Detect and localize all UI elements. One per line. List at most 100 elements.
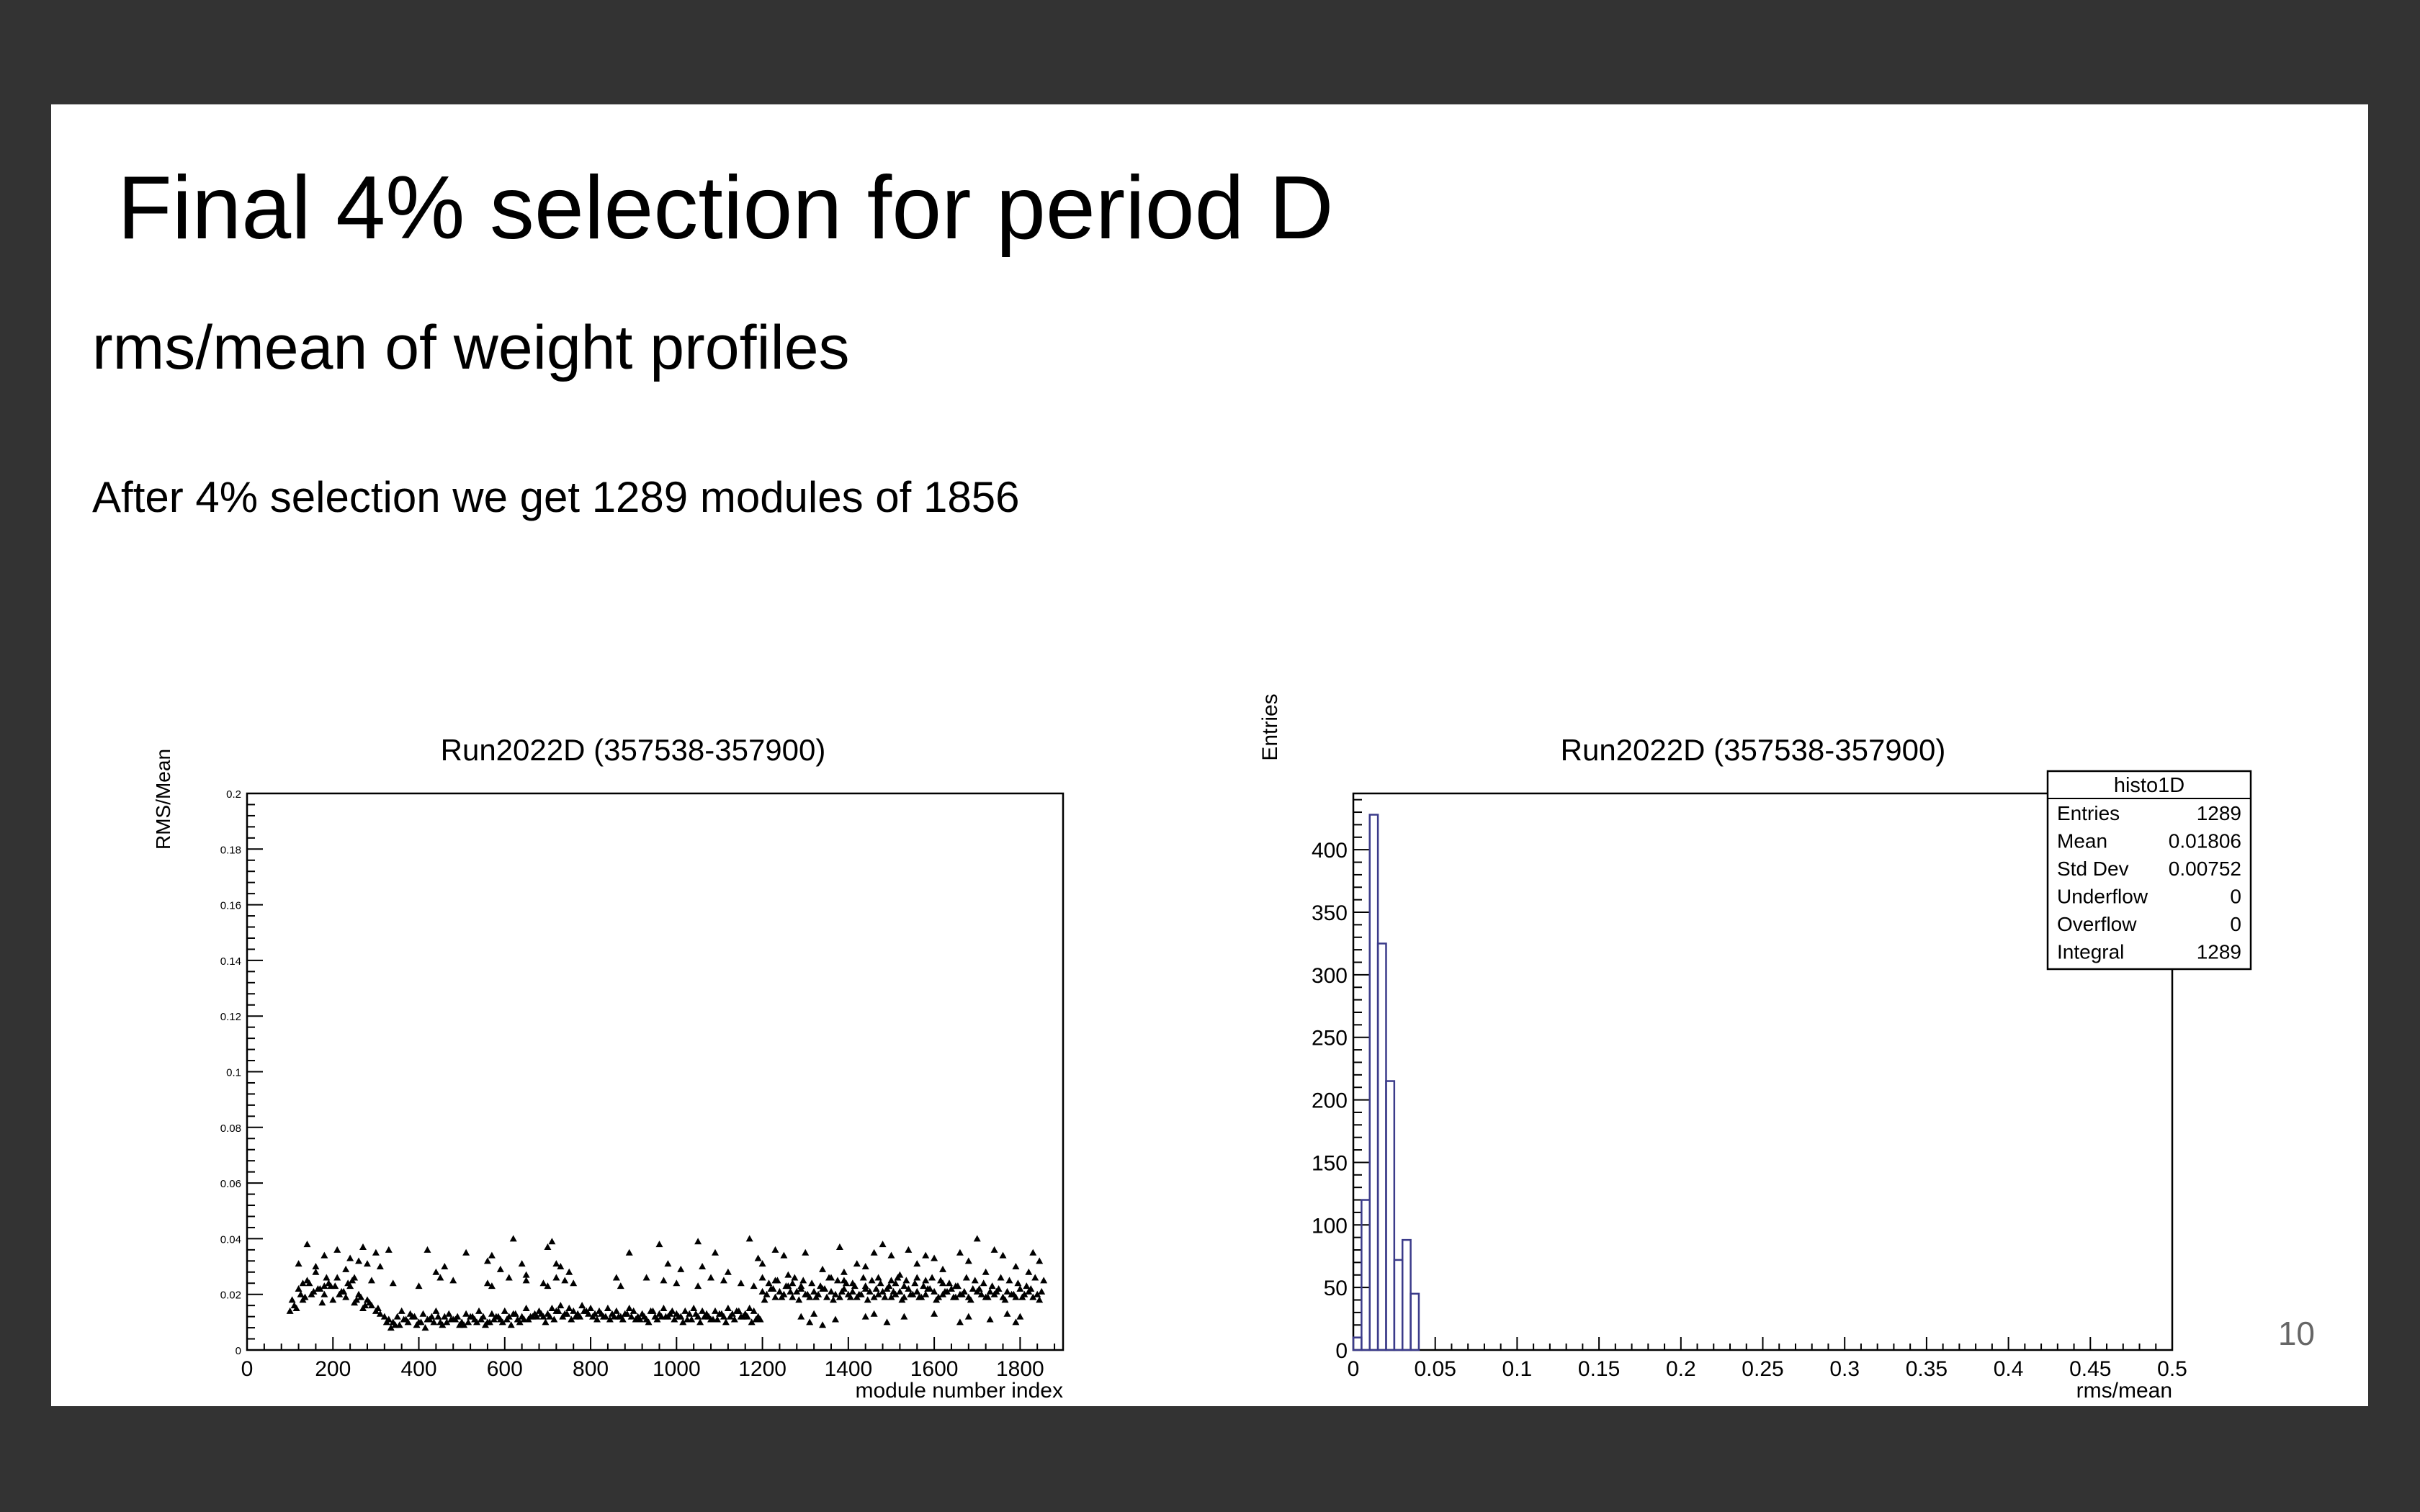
scatter-y-tick-label: 0.2 <box>226 788 241 801</box>
scatter-point <box>462 1248 470 1256</box>
scatter-point <box>879 1241 887 1248</box>
histogram-bar <box>1401 1238 1412 1351</box>
scatter-point <box>469 1313 477 1320</box>
stats-row-value: 0 <box>2230 886 2241 908</box>
scatter-point <box>763 1290 771 1297</box>
scatter-point <box>323 1274 331 1281</box>
scatter-point <box>524 1315 532 1323</box>
scatter-point <box>597 1310 605 1317</box>
scatter-point <box>488 1310 496 1317</box>
scatter-point <box>1018 1293 1026 1300</box>
scatter-point <box>415 1282 423 1290</box>
scatter-point <box>570 1307 578 1314</box>
scatter-point <box>548 1305 556 1312</box>
scatter-point <box>357 1293 365 1300</box>
scatter-point <box>563 1310 571 1317</box>
scatter-point <box>900 1282 908 1290</box>
scatter-point <box>761 1296 768 1303</box>
histogram-y-tick-label: 50 <box>1324 1277 1348 1300</box>
scatter-point <box>945 1279 953 1287</box>
scatter-point <box>301 1293 309 1300</box>
scatter-point <box>1038 1287 1046 1295</box>
scatter-point <box>601 1313 609 1320</box>
scatter-point <box>980 1279 987 1287</box>
scatter-point <box>321 1282 328 1290</box>
scatter-point <box>711 1307 719 1314</box>
scatter-point <box>299 1279 307 1287</box>
scatter-point <box>861 1263 869 1270</box>
histogram-y-tick-label: 250 <box>1312 1027 1348 1050</box>
scatter-point <box>447 1315 455 1323</box>
scatter-point <box>539 1279 547 1287</box>
scatter-y-tick-label: 0.08 <box>220 1122 241 1135</box>
scatter-point <box>823 1293 831 1300</box>
scatter-point <box>340 1287 348 1295</box>
scatter-point <box>833 1277 841 1284</box>
scatter-point <box>806 1318 814 1326</box>
scatter-x-tick-label: 800 <box>573 1357 609 1381</box>
histogram-y-tick-label: 0 <box>1335 1339 1348 1363</box>
histogram-x-tick-label: 0.5 <box>2157 1357 2187 1381</box>
scatter-point <box>522 1271 530 1278</box>
scatter-point <box>853 1260 861 1267</box>
scatter-point <box>1036 1296 1044 1303</box>
scatter-point <box>829 1296 837 1303</box>
scatter-point <box>565 1305 573 1312</box>
scatter-point <box>999 1251 1007 1259</box>
scatter-point <box>866 1287 874 1295</box>
scatter-point <box>432 1268 440 1275</box>
scatter-point <box>730 1315 738 1323</box>
scatter-point <box>1014 1279 1022 1287</box>
scatter-point <box>398 1307 405 1314</box>
scatter-point <box>550 1315 558 1323</box>
scatter-point <box>1012 1318 1020 1326</box>
scatter-point <box>771 1293 779 1300</box>
scatter-point <box>722 1318 730 1326</box>
scatter-point <box>310 1287 318 1295</box>
scatter-point <box>922 1251 930 1259</box>
scatter-point <box>329 1296 337 1303</box>
histogram-x-tick-label: 0 <box>1348 1357 1360 1381</box>
scatter-point <box>977 1290 985 1297</box>
scatter-point <box>496 1265 504 1272</box>
histogram-x-tick-label: 0.4 <box>1994 1357 2024 1381</box>
scatter-point <box>677 1265 685 1272</box>
scatter-point <box>544 1243 552 1250</box>
scatter-point <box>905 1284 913 1292</box>
scatter-point <box>758 1287 766 1295</box>
scatter-y-tick-label: 0.04 <box>220 1233 241 1246</box>
scatter-point <box>694 1238 702 1245</box>
scatter-point <box>776 1287 784 1295</box>
stats-row-label: Mean <box>2057 830 2107 852</box>
scatter-point <box>982 1268 990 1275</box>
scatter-point <box>295 1284 302 1292</box>
scatter-point <box>351 1274 359 1281</box>
scatter-point <box>699 1263 707 1270</box>
scatter-point <box>861 1313 869 1320</box>
scatter-point <box>881 1293 889 1300</box>
scatter-point <box>1025 1268 1033 1275</box>
scatter-point <box>483 1257 491 1264</box>
scatter-point <box>333 1246 341 1253</box>
histogram-x-axis-label: rms/mean <box>2076 1379 2172 1403</box>
scatter-point <box>889 1287 897 1295</box>
page-number: 10 <box>2277 1315 2315 1352</box>
scatter-point <box>653 1315 661 1323</box>
scatter-point <box>1003 1310 1011 1317</box>
scatter-point <box>724 1268 732 1275</box>
scatter-point <box>771 1277 779 1284</box>
histogram-chart: Run2022D (357538-357900) 0 0.05 0.1 0.15 0.2… <box>1258 693 2252 1403</box>
scatter-point <box>353 1296 361 1303</box>
scatter-point <box>964 1257 972 1264</box>
scatter-point <box>717 1310 725 1317</box>
scatter-point <box>902 1277 910 1284</box>
histogram-bar <box>1410 1292 1420 1351</box>
stats-row-label: Underflow <box>2057 886 2148 908</box>
scatter-point <box>557 1302 565 1309</box>
scatter-point <box>546 1313 554 1320</box>
scatter-point <box>887 1293 895 1300</box>
histogram-x-tick-label: 0.2 <box>1666 1357 1696 1381</box>
scatter-point <box>780 1251 788 1259</box>
scatter-point <box>900 1313 908 1320</box>
scatter-chart: Run2022D (357538-357900) 0 200 400 600 800 10… <box>152 733 1065 1403</box>
